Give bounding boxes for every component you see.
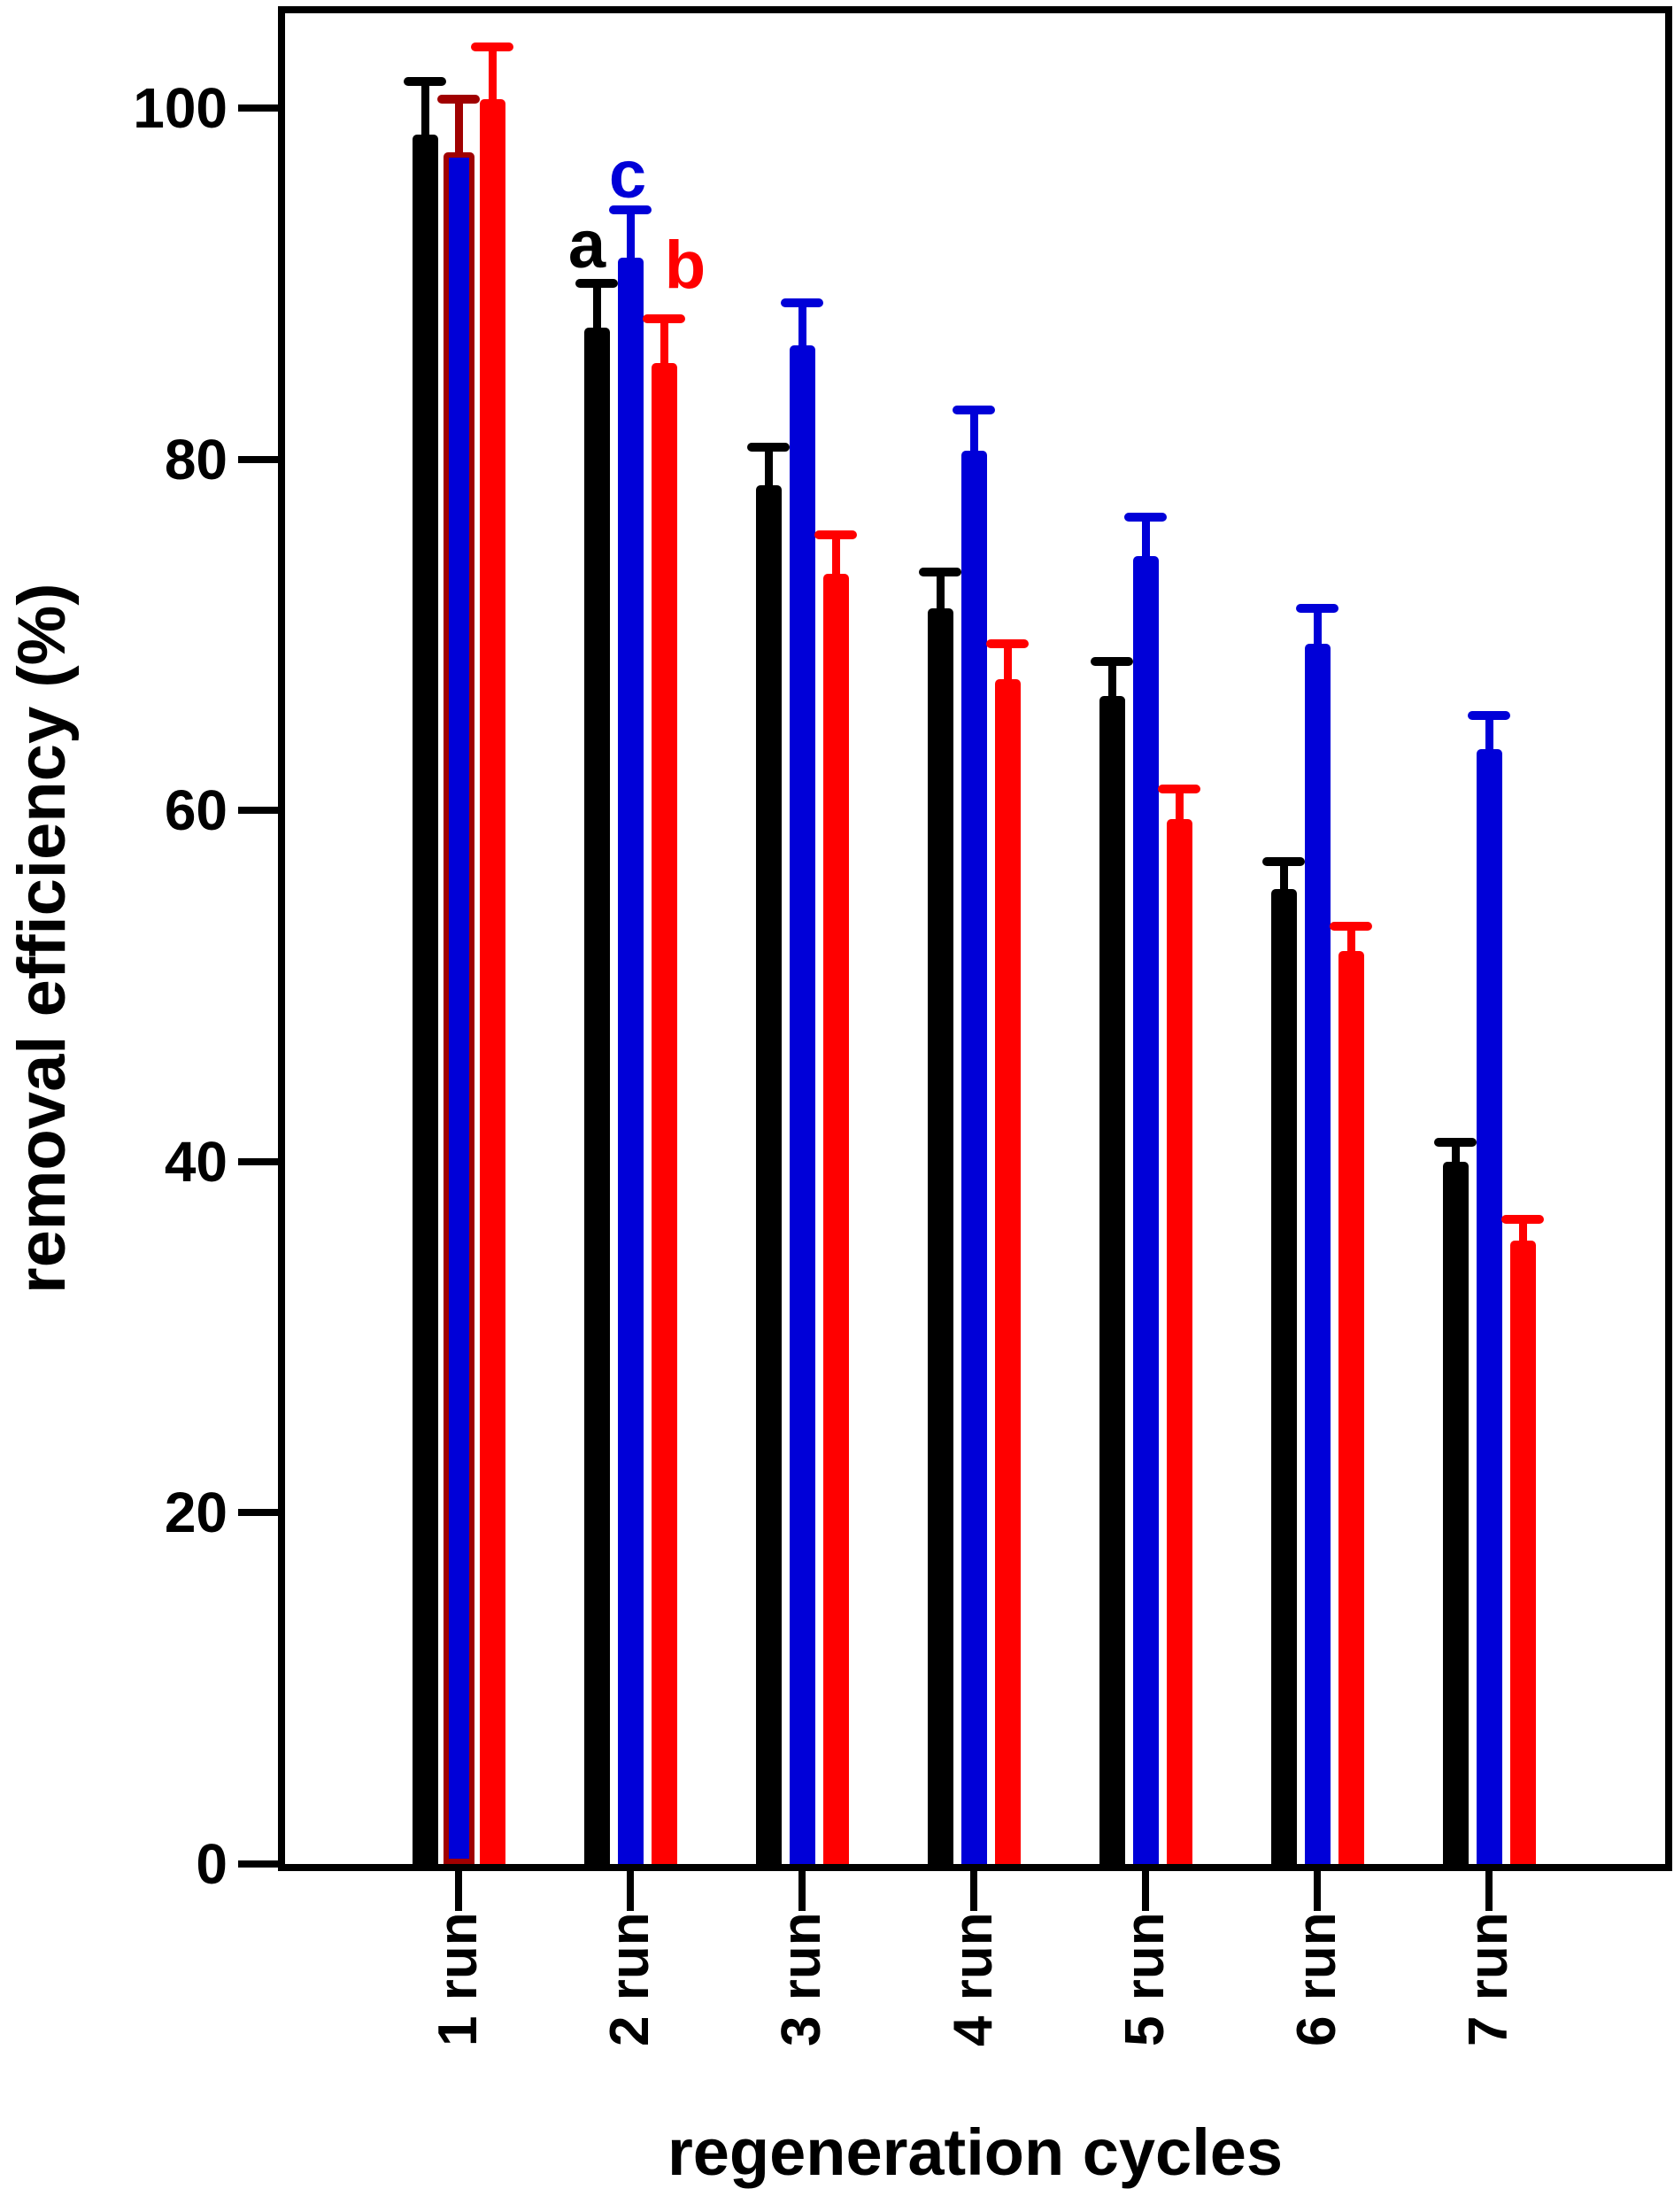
error-cap-a-3-run [747, 442, 790, 452]
error-bar-a-7-run [1451, 1142, 1460, 1167]
y-tick-80 [238, 455, 278, 463]
bar-a-4-run [927, 608, 953, 1864]
bar-a-2-run [583, 327, 610, 1864]
x-tick-3 [798, 1871, 806, 1911]
x-tick-label-3-run: 3 run [771, 1912, 832, 2046]
error-bar-b-3-run [831, 534, 840, 579]
y-tick-20 [238, 1509, 278, 1517]
x-tick-2 [627, 1871, 634, 1911]
y-tick-label-40: 40 [164, 1129, 228, 1194]
bar-a-5-run [1099, 696, 1125, 1864]
x-axis-title: regeneration cycles [667, 2115, 1284, 2189]
error-cap-b-2-run [643, 314, 685, 324]
bar-a-1-run [412, 134, 438, 1864]
error-bar-a-4-run [936, 571, 945, 615]
bar-c-2-run [617, 257, 644, 1864]
annotation-c: c [608, 137, 647, 213]
y-tick-label-80: 80 [164, 427, 228, 491]
error-bar-c-2-run [626, 210, 635, 263]
error-cap-c-6-run [1296, 604, 1338, 614]
error-bar-b-1-run [488, 46, 497, 105]
y-tick-label-20: 20 [164, 1481, 228, 1545]
error-bar-a-6-run [1279, 861, 1288, 895]
y-tick-0 [238, 1860, 278, 1868]
bar-b-1-run [479, 99, 505, 1864]
x-tick-label-6-run: 6 run [1286, 1912, 1347, 2046]
error-cap-c-1-run [437, 95, 480, 104]
error-bar-b-4-run [1003, 643, 1012, 684]
y-tick-100 [238, 104, 278, 112]
error-bar-c-6-run [1313, 608, 1322, 649]
error-cap-b-4-run [986, 638, 1029, 648]
error-cap-b-5-run [1158, 785, 1200, 794]
x-tick-label-7-run: 7 run [1458, 1912, 1519, 2046]
bar-c-1-run [443, 151, 474, 1864]
error-cap-c-4-run [953, 406, 995, 415]
error-bar-c-4-run [969, 410, 978, 456]
bar-b-4-run [994, 678, 1021, 1864]
error-cap-a-4-run [919, 567, 961, 576]
x-tick-7 [1485, 1871, 1493, 1911]
x-tick-label-2-run: 2 run [599, 1912, 660, 2046]
error-cap-b-3-run [814, 530, 857, 539]
x-tick-6 [1314, 1871, 1321, 1911]
error-bar-c-1-run [454, 99, 463, 158]
error-bar-a-3-run [764, 446, 773, 491]
error-cap-c-2-run [609, 205, 652, 215]
error-bar-b-6-run [1346, 926, 1355, 956]
x-tick-1 [455, 1871, 462, 1911]
x-tick-4 [970, 1871, 977, 1911]
error-cap-c-7-run [1468, 711, 1510, 721]
bar-a-3-run [755, 485, 782, 1864]
error-cap-b-1-run [471, 42, 513, 51]
error-cap-c-5-run [1124, 513, 1167, 522]
bar-c-3-run [789, 344, 815, 1864]
bar-a-6-run [1270, 889, 1297, 1864]
x-tick-5 [1142, 1871, 1149, 1911]
plot-area: 0 20 40 60 80 100 1 run 2 run 3 run 4 run 5 run 6 r… [133, 6, 1672, 2046]
bar-c-6-run [1304, 643, 1331, 1864]
error-bar-a-1-run [420, 81, 429, 140]
error-bar-a-5-run [1107, 661, 1116, 702]
y-tick-label-100: 100 [133, 76, 228, 141]
bar-b-7-run [1509, 1241, 1536, 1864]
bar-a-7-run [1442, 1161, 1469, 1864]
x-tick-label-1-run: 1 run [428, 1912, 489, 2046]
annotation-a: a [567, 207, 606, 282]
error-bar-a-2-run [592, 283, 601, 333]
y-tick-40 [238, 1157, 278, 1165]
error-cap-a-7-run [1434, 1138, 1477, 1148]
y-tick-label-60: 60 [164, 778, 228, 843]
error-bar-c-7-run [1485, 715, 1493, 754]
error-cap-b-7-run [1501, 1215, 1544, 1225]
bar-b-6-run [1338, 950, 1364, 1864]
x-tick-label-4-run: 4 run [943, 1912, 1004, 2046]
error-bar-c-3-run [798, 303, 806, 351]
y-tick-label-0: 0 [196, 1832, 228, 1896]
annotation-b: b [664, 228, 706, 303]
error-cap-a-6-run [1262, 856, 1305, 866]
y-tick-60 [238, 807, 278, 815]
bar-c-5-run [1132, 555, 1159, 1864]
x-tick-label-5-run: 5 run [1115, 1912, 1176, 2046]
bar-b-2-run [651, 362, 677, 1864]
error-cap-b-6-run [1330, 922, 1372, 932]
error-bar-b-7-run [1518, 1219, 1527, 1247]
error-bar-c-5-run [1141, 517, 1150, 561]
bar-c-7-run [1476, 748, 1502, 1864]
error-cap-c-3-run [781, 298, 823, 308]
bar-b-5-run [1166, 819, 1192, 1864]
error-cap-a-2-run [575, 279, 618, 289]
y-axis-title: removal efficiency (%) [4, 583, 80, 1295]
error-bar-b-2-run [660, 319, 668, 368]
bar-b-3-run [822, 573, 849, 1864]
error-cap-a-5-run [1091, 656, 1133, 666]
error-bar-b-5-run [1175, 789, 1184, 825]
bar-c-4-run [960, 450, 987, 1864]
error-cap-a-1-run [404, 77, 446, 87]
